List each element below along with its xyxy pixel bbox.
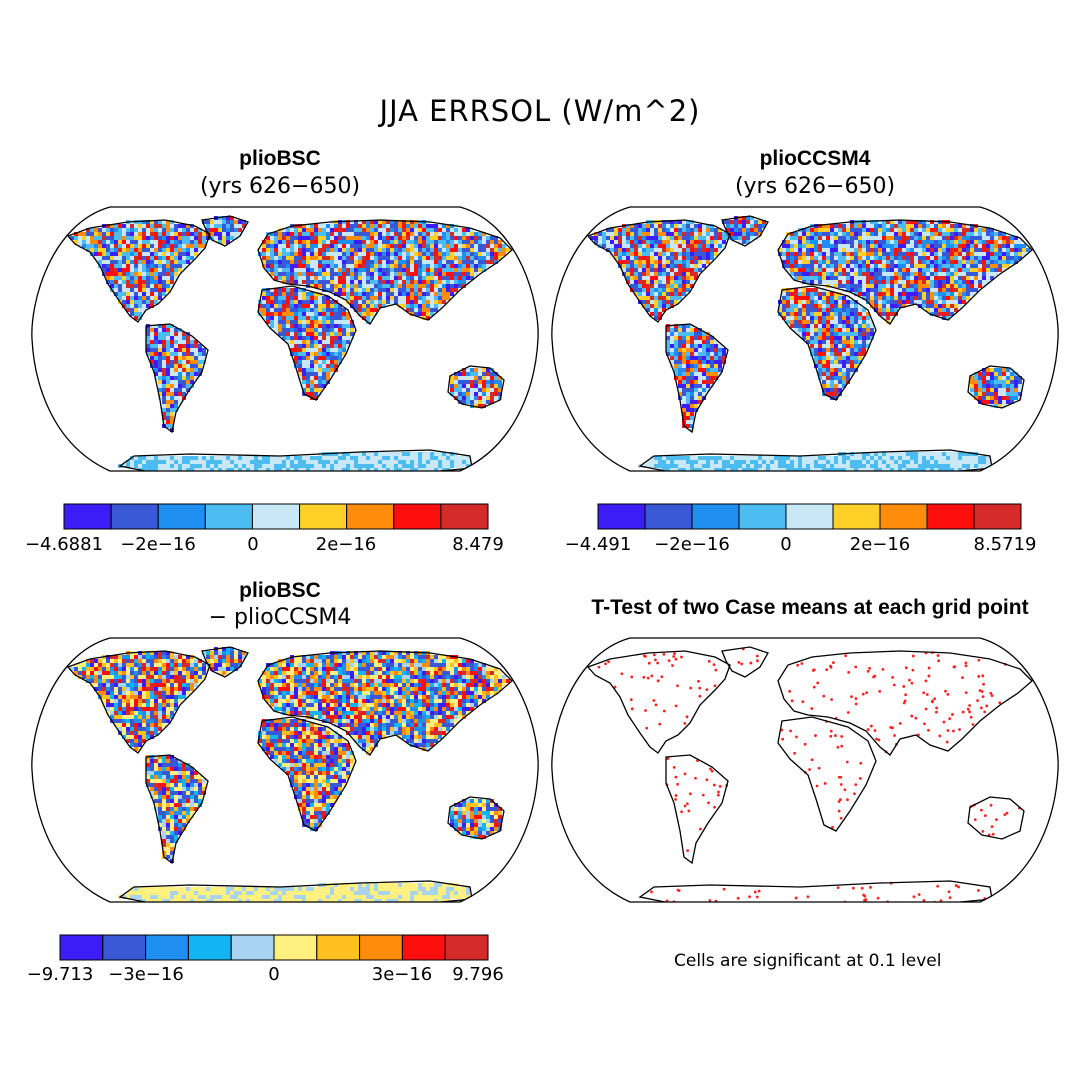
colorbar-swatch — [157, 503, 206, 530]
map-panel-diff — [31, 637, 539, 903]
colorbar-swatch — [393, 503, 442, 530]
colorbar-diff-tick: 0 — [268, 964, 280, 985]
panel-subtitle-diff: − plioCCSM4 — [208, 605, 352, 630]
colorbar-swatch — [145, 934, 189, 961]
map-panel-ccsm4 — [551, 206, 1059, 472]
colorbar-swatch — [273, 934, 318, 961]
colorbar-bsc-tick: −4.6881 — [24, 534, 104, 555]
colorbar-swatch — [59, 934, 104, 961]
map-panel-ttest — [551, 637, 1059, 903]
colorbar-swatch — [879, 503, 928, 530]
colorbar-ccsm4-tick: 0 — [780, 534, 792, 555]
colorbar-swatch — [110, 503, 159, 530]
colorbar-swatch — [102, 934, 147, 961]
colorbar-swatch — [299, 503, 348, 530]
colorbar-swatch — [251, 503, 301, 530]
colorbar-bsc-tick: 2e−16 — [315, 534, 377, 555]
colorbar-swatch — [644, 503, 693, 530]
panel-title-bsc: plioBSC — [239, 147, 321, 170]
colorbar-ccsm4 — [597, 503, 1022, 530]
figure-title: JJA ERRSOL (W/m^2) — [379, 94, 701, 128]
colorbar-swatch — [230, 934, 275, 961]
colorbar-swatch — [444, 934, 489, 961]
colorbar-ccsm4-tick: 8.5719 — [973, 534, 1037, 555]
panel-subtitle-bsc: (yrs 626−650) — [199, 174, 361, 199]
colorbar-bsc — [63, 503, 489, 530]
colorbar-diff-tick: −3e−16 — [108, 964, 184, 985]
colorbar-diff-tick: 3e−16 — [371, 964, 433, 985]
colorbar-ccsm4-tick: 2e−16 — [849, 534, 911, 555]
panel-title-diff: plioBSC — [239, 579, 321, 602]
colorbar-ccsm4-tick: −2e−16 — [654, 534, 730, 555]
colorbar-diff-tick: 9.796 — [452, 964, 504, 985]
colorbar-diff-tick: −9.713 — [26, 964, 94, 985]
colorbar-swatch — [204, 503, 253, 530]
colorbar-swatch — [832, 503, 881, 530]
panel-title-ccsm4: plioCCSM4 — [759, 147, 871, 170]
colorbar-swatch — [63, 503, 112, 530]
colorbar-swatch — [691, 503, 740, 530]
colorbar-swatch — [316, 934, 361, 961]
colorbar-swatch — [359, 934, 403, 961]
colorbar-swatch — [597, 503, 646, 530]
colorbar-bsc-tick: 0 — [247, 534, 259, 555]
colorbar-swatch — [440, 503, 489, 530]
panel-subtitle-ccsm4: (yrs 626−650) — [734, 174, 896, 199]
colorbar-swatch — [926, 503, 975, 530]
map-panel-bsc — [31, 206, 539, 472]
colorbar-bsc-tick: −2e−16 — [120, 534, 196, 555]
colorbar-swatch — [187, 934, 232, 961]
colorbar-swatch — [973, 503, 1022, 530]
significance-note: Cells are significant at 0.1 level — [674, 951, 942, 971]
colorbar-swatch — [346, 503, 395, 530]
colorbar-swatch — [738, 503, 787, 530]
panel-title-ttest: T-Test of two Case means at each grid po… — [591, 596, 1029, 619]
colorbar-bsc-tick: 8.479 — [452, 534, 504, 555]
colorbar-swatch — [785, 503, 834, 530]
colorbar-swatch — [401, 934, 446, 961]
colorbar-diff — [59, 934, 489, 961]
colorbar-ccsm4-tick: −4.491 — [564, 534, 632, 555]
